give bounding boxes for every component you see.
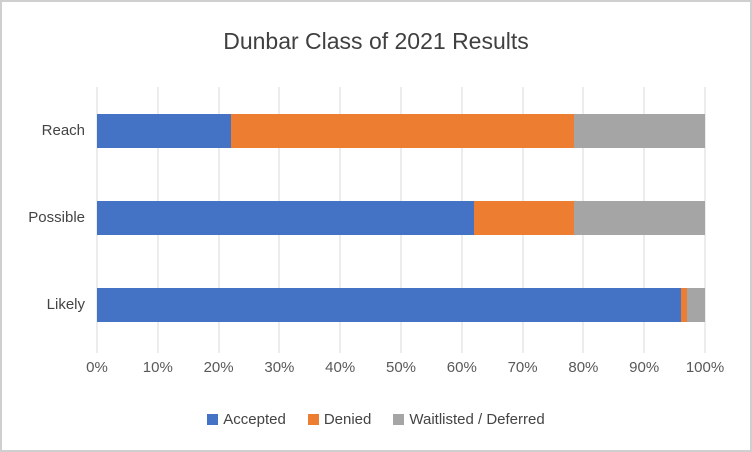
category-label-likely: Likely [46, 296, 85, 313]
legend: Accepted Denied Waitlisted / Deferred [2, 411, 750, 428]
value-axis-tick-label: 100% [685, 359, 725, 376]
value-axis-tick-label: 60% [446, 359, 477, 376]
value-axis-tick-label: 30% [264, 359, 295, 376]
axis-tick [339, 348, 341, 353]
bar-row-reach [97, 113, 705, 148]
axis-tick [96, 348, 98, 353]
bar-segment-accepted [97, 200, 474, 235]
value-axis-tick-label: 70% [507, 359, 538, 376]
legend-entry: Denied [307, 411, 372, 428]
bar-segment-accepted [97, 287, 681, 322]
axis-tick [157, 348, 159, 353]
bar-segment-waitlisted-deferred [574, 113, 705, 148]
legend-swatch-icon [207, 414, 219, 425]
axis-tick [704, 348, 706, 353]
value-axis-tick-label: 20% [203, 359, 234, 376]
value-axis-tick-label: 50% [385, 359, 417, 376]
category-label-possible: Possible [28, 209, 85, 226]
legend-swatch-icon [393, 414, 405, 425]
value-axis-tick-label: 80% [568, 359, 599, 376]
legend-entry: Accepted [207, 411, 286, 428]
axis-tick [400, 348, 402, 353]
axis-tick [218, 348, 220, 353]
plot-area: Reach Possible Likely 0% 10% 20% 30% 40% 50% 60%… [28, 87, 724, 376]
legend-label: Denied [323, 411, 372, 428]
axis-tick [522, 348, 524, 353]
legend-label: Accepted [223, 411, 286, 428]
bar-segment-denied [680, 287, 687, 322]
axis-tick [461, 348, 463, 353]
bar-segment-waitlisted-deferred [686, 287, 705, 322]
bar-segment-accepted [97, 113, 231, 148]
axis-tick [278, 348, 280, 353]
category-label-reach: Reach [41, 122, 85, 139]
chart-title: Dunbar Class of 2021 Results [223, 28, 529, 54]
value-axis-tick-label: 10% [142, 359, 173, 376]
bar-row-possible [97, 200, 705, 235]
bar-segment-waitlisted-deferred [574, 200, 705, 235]
value-axis-tick-label: 40% [325, 359, 356, 376]
axis-tick [582, 348, 584, 353]
legend-swatch-icon [307, 414, 319, 425]
bar-segment-denied [473, 200, 575, 235]
bar-segment-denied [230, 113, 575, 148]
axis-tick [643, 348, 645, 353]
bar-row-likely [97, 287, 705, 322]
value-axis-tick-label: 0% [86, 359, 108, 376]
legend-label: Waitlisted / Deferred [409, 411, 545, 428]
value-axis-tick-label: 90% [629, 359, 660, 376]
legend-entry: Waitlisted / Deferred [393, 411, 545, 428]
gridline [704, 87, 706, 348]
